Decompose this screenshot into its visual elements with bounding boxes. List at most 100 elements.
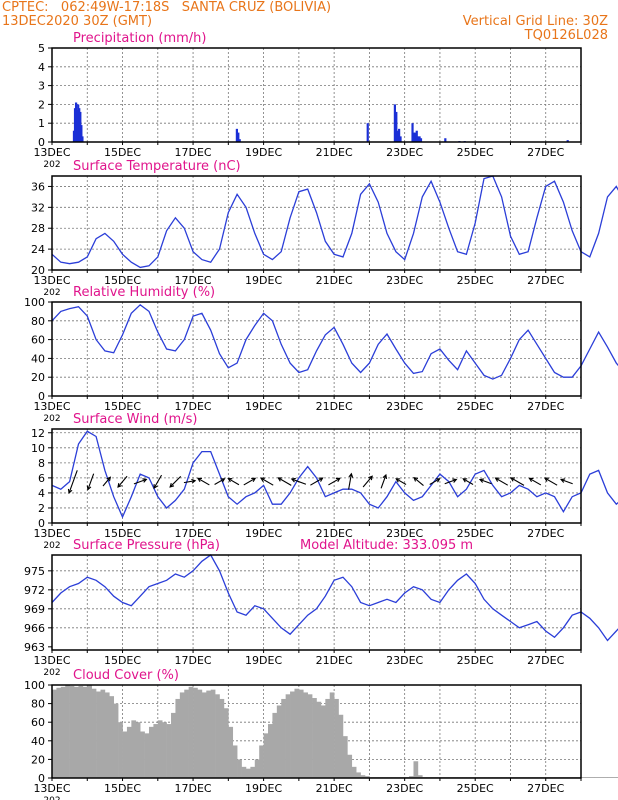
x-tick-label: 19DEC	[245, 782, 282, 795]
y-tick-label: 5	[38, 42, 45, 55]
precip-bar	[393, 104, 396, 142]
y-tick-label: 80	[31, 315, 45, 328]
y-tick-label: 10	[31, 442, 45, 455]
wind-arrow-head	[227, 477, 233, 483]
wind-arrow	[228, 478, 240, 486]
x-year-fragment: 202	[43, 288, 60, 298]
cloud-bar	[312, 698, 317, 778]
x-tick-label: 17DEC	[175, 400, 212, 413]
x-tick-label: 19DEC	[245, 400, 282, 413]
y-tick-label: 24	[31, 243, 45, 256]
x-tick-label: 17DEC	[175, 274, 212, 287]
x-tick-label: 15DEC	[104, 654, 141, 667]
y-tick-label: 2	[38, 98, 45, 111]
y-tick-label: 963	[24, 641, 45, 654]
cloud-bar	[334, 698, 339, 778]
y-tick-label: 60	[31, 334, 45, 347]
cloud-bar	[585, 777, 591, 778]
cloud-bar	[232, 745, 238, 778]
x-tick-label: 21DEC	[316, 782, 353, 795]
x-tick-label: 23DEC	[386, 400, 423, 413]
cloud-bar	[413, 761, 419, 778]
x-tick-label: 25DEC	[457, 400, 494, 413]
cloud-bar	[347, 754, 353, 778]
panel-5-frame	[51, 684, 582, 779]
y-tick-label: 966	[24, 622, 45, 635]
cloud-bar	[245, 768, 251, 778]
panel-0-background	[52, 48, 581, 142]
cloud-bar	[96, 691, 101, 778]
cloud-bar	[215, 694, 220, 778]
precip-bar	[398, 128, 401, 142]
precip-bar	[444, 138, 447, 142]
cloud-bar	[356, 772, 361, 778]
cloud-bar	[263, 733, 269, 778]
y-tick-label: 32	[31, 201, 45, 214]
panel-title: Surface Wind (m/s)	[73, 412, 197, 427]
cloud-bar	[325, 698, 331, 778]
cloud-bar	[228, 726, 234, 778]
series-line-3	[51, 430, 618, 519]
wind-arrow	[260, 477, 274, 486]
cloud-bar	[598, 777, 604, 778]
cloud-bar	[219, 698, 225, 778]
x-tick-label: 27DEC	[527, 782, 564, 795]
cloud-bar	[140, 731, 145, 778]
wind-arrow-head	[290, 477, 296, 483]
precip-bar	[418, 136, 421, 142]
wind-arrow	[291, 478, 307, 485]
cloud-bar	[201, 692, 207, 778]
cloud-bar	[268, 724, 273, 778]
y-tick-label: 2	[38, 502, 45, 515]
cloud-bar	[351, 766, 357, 778]
cloud-bar	[157, 720, 163, 778]
wind-arrow	[348, 473, 352, 490]
cloud-bar	[307, 694, 313, 778]
wind-arrow-head	[86, 485, 92, 491]
y-tick-label: 975	[24, 565, 45, 578]
panel-title: Cloud Cover (%)	[73, 668, 179, 683]
cloud-bar	[113, 703, 119, 778]
precip-bar	[238, 139, 241, 142]
wind-arrow	[243, 477, 256, 486]
cloud-bar	[298, 689, 304, 778]
wind-arrow-head	[368, 475, 373, 481]
x-tick-label: 27DEC	[527, 654, 564, 667]
x-tick-label: 25DEC	[457, 527, 494, 540]
y-tick-label: 20	[31, 264, 45, 277]
wind-arrow-head	[142, 478, 148, 483]
wind-arrow-head	[191, 478, 197, 484]
series-line-2	[51, 303, 618, 380]
wind-arrow	[328, 477, 341, 486]
y-tick-label: 20	[31, 371, 45, 384]
y-tick-label: 100	[24, 679, 45, 692]
y-tick-label: 12	[31, 427, 45, 440]
cloud-bar	[197, 689, 203, 778]
wind-arrow	[153, 474, 163, 489]
y-tick-label: 28	[31, 222, 45, 235]
wind-arrow	[183, 480, 196, 484]
wind-arrow	[544, 477, 558, 486]
cloud-bar	[364, 776, 370, 778]
x-year-fragment: 202	[43, 541, 60, 551]
y-tick-label: 8	[38, 457, 45, 470]
precip-bar	[237, 132, 240, 142]
precip-bar	[399, 136, 402, 142]
y-tick-label: 20	[31, 753, 45, 766]
wind-arrow	[429, 478, 440, 485]
wind-arrow-head	[196, 477, 202, 483]
x-tick-label: 25DEC	[457, 274, 494, 287]
cloud-bar	[281, 698, 286, 778]
panel-title: Surface Temperature (nC)	[73, 159, 241, 174]
cloud-bar	[581, 777, 586, 778]
wind-arrow-head	[462, 478, 468, 483]
x-tick-label: 15DEC	[104, 400, 141, 413]
x-tick-label: 17DEC	[175, 527, 212, 540]
cloud-bar	[56, 687, 62, 778]
panel-4-background	[52, 555, 581, 650]
precip-bar	[411, 123, 414, 142]
x-year-fragment: 202	[43, 668, 60, 678]
cloud-bar	[148, 726, 154, 778]
wind-arrow	[444, 479, 457, 485]
